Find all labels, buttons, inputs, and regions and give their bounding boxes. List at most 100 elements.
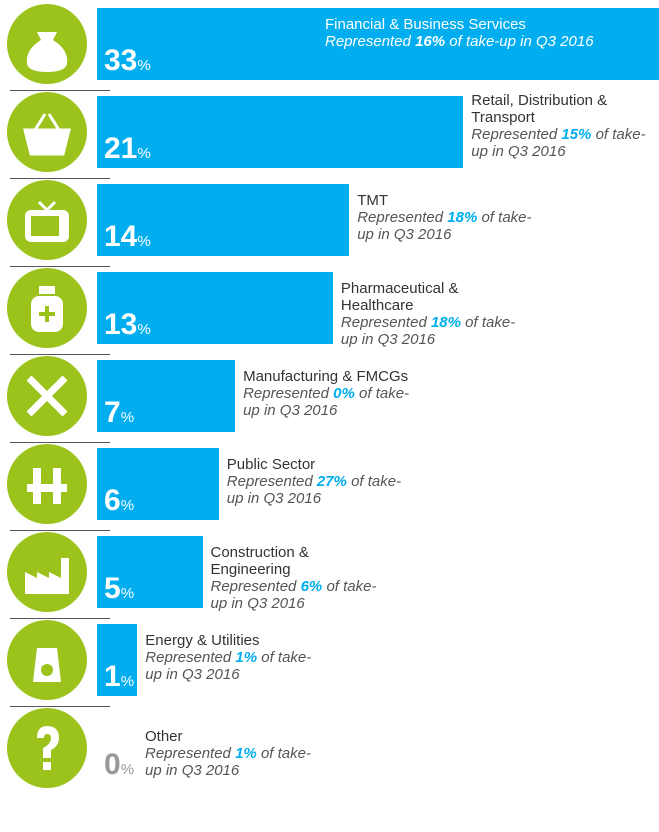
sector-name: Pharmaceutical & Healthcare bbox=[340, 280, 459, 314]
represented-text: Represented bbox=[145, 745, 231, 762]
value-label: 33% bbox=[104, 46, 151, 81]
sector-name: Energy & Utilities bbox=[145, 632, 260, 649]
unit: % bbox=[137, 145, 151, 162]
unit: % bbox=[137, 57, 151, 74]
value: 14 bbox=[104, 220, 138, 253]
sector-name: Other bbox=[145, 728, 183, 745]
represented-text: Represented bbox=[145, 649, 232, 666]
value: 5 bbox=[104, 572, 121, 605]
represented: Represented 18% of take-up in Q3 2016 bbox=[341, 314, 521, 348]
q3-text: of take-up in Q3 2016 bbox=[145, 649, 312, 683]
q3-value: 27% bbox=[316, 473, 347, 490]
sector-icon bbox=[7, 444, 87, 524]
unit: % bbox=[137, 321, 151, 338]
represented: Represented 15% of take-up in Q3 2016 bbox=[471, 126, 651, 160]
q3-value: 1% bbox=[235, 745, 257, 762]
unit: % bbox=[120, 673, 135, 690]
unit: % bbox=[120, 585, 135, 602]
q3-value: 1% bbox=[235, 649, 258, 666]
q3-text: of take-up in Q3 2016 bbox=[210, 578, 377, 612]
sector-icon bbox=[7, 92, 87, 172]
separator bbox=[10, 530, 110, 531]
represented-text: Represented bbox=[325, 33, 411, 50]
bar bbox=[97, 184, 350, 256]
represented-text: Represented bbox=[357, 209, 444, 226]
q3-text: of take-up in Q3 2016 bbox=[357, 209, 532, 243]
sector-name: TMT bbox=[357, 192, 389, 209]
sector-info: Pharmaceutical & Healthcare Represented 1… bbox=[341, 280, 521, 348]
represented: Represented 18% of take-up in Q3 2016 bbox=[357, 209, 537, 243]
represented: Represented 0% of take-up in Q3 2016 bbox=[243, 385, 423, 419]
separator bbox=[10, 178, 110, 179]
represented: Represented 27% of take-up in Q3 2016 bbox=[227, 473, 407, 507]
q3-value: 15% bbox=[561, 126, 592, 143]
sector-info: Manufacturing & FMCGs Represented 0% of t… bbox=[243, 368, 423, 419]
value-label: 21% bbox=[104, 134, 151, 169]
sector-info: TMT Represented 18% of take-up in Q3 2016 bbox=[357, 192, 537, 243]
sector-info: Other Represented 1% of take-up in Q3 201… bbox=[145, 728, 325, 779]
represented-text: Represented bbox=[471, 126, 558, 143]
bar bbox=[97, 624, 138, 696]
q3-value: 0% bbox=[333, 385, 355, 402]
value-label: 5% bbox=[104, 574, 134, 609]
sector-icon bbox=[7, 4, 87, 84]
unit: % bbox=[120, 409, 135, 426]
value-label: 7% bbox=[104, 398, 134, 433]
bar bbox=[97, 448, 219, 520]
unit: % bbox=[137, 233, 151, 250]
value-label: 6% bbox=[104, 486, 134, 521]
q3-text: of take-up in Q3 2016 bbox=[145, 745, 311, 779]
represented-text: Represented bbox=[243, 385, 329, 402]
represented-text: Represented bbox=[226, 473, 313, 490]
sector-icon bbox=[7, 180, 87, 260]
sector-icon bbox=[7, 268, 87, 348]
sector-name: Manufacturing & FMCGs bbox=[243, 368, 409, 385]
value: 6 bbox=[104, 484, 121, 517]
sector-name: Financial & Business Services bbox=[325, 16, 526, 33]
sector-icon bbox=[7, 708, 87, 788]
q3-value: 6% bbox=[300, 578, 323, 595]
unit: % bbox=[120, 761, 135, 778]
separator bbox=[10, 90, 110, 91]
bar bbox=[97, 96, 464, 168]
q3-value: 18% bbox=[447, 209, 478, 226]
sector-info: Financial & Business Services Represented… bbox=[325, 16, 655, 50]
value: 21 bbox=[104, 132, 138, 165]
separator bbox=[10, 354, 110, 355]
q3-value: 18% bbox=[430, 314, 461, 331]
value: 13 bbox=[104, 308, 138, 341]
sector-name: Retail, Distribution & Transport bbox=[471, 92, 608, 126]
sector-icon bbox=[7, 620, 87, 700]
value: 1 bbox=[104, 660, 121, 693]
separator bbox=[10, 442, 110, 443]
q3-text: of take-up in Q3 2016 bbox=[471, 126, 646, 160]
sector-icon bbox=[7, 532, 87, 612]
q3-text: of take-up in Q3 2016 bbox=[340, 314, 516, 348]
q3-text: of take-up in Q3 2016 bbox=[226, 473, 402, 507]
represented-text: Represented bbox=[340, 314, 427, 331]
represented: Represented 1% of take-up in Q3 2016 bbox=[145, 745, 325, 779]
separator bbox=[10, 266, 110, 267]
value: 0 bbox=[104, 748, 121, 781]
represented: Represented 16% of take-up in Q3 2016 bbox=[325, 33, 655, 50]
bar bbox=[97, 272, 333, 344]
separator bbox=[10, 706, 110, 707]
sector-info: Public Sector Represented 27% of take-up … bbox=[227, 456, 407, 507]
bar bbox=[97, 8, 659, 80]
q3-text: of take-up in Q3 2016 bbox=[449, 33, 594, 50]
sector-info: Retail, Distribution & Transport Represen… bbox=[471, 92, 651, 160]
value-label: 14% bbox=[104, 222, 151, 257]
sector-name: Construction & Engineering bbox=[210, 544, 309, 578]
unit: % bbox=[120, 497, 135, 514]
value: 7 bbox=[104, 396, 121, 429]
bar bbox=[97, 536, 203, 608]
represented: Represented 6% of take-up in Q3 2016 bbox=[211, 578, 391, 612]
q3-value: 16% bbox=[415, 33, 446, 50]
sector-info: Energy & Utilities Represented 1% of take… bbox=[145, 632, 325, 683]
bar bbox=[97, 360, 236, 432]
sector-icon bbox=[7, 356, 87, 436]
value-label: 0% bbox=[104, 750, 134, 785]
value-label: 13% bbox=[104, 310, 151, 345]
represented-text: Represented bbox=[210, 578, 297, 595]
